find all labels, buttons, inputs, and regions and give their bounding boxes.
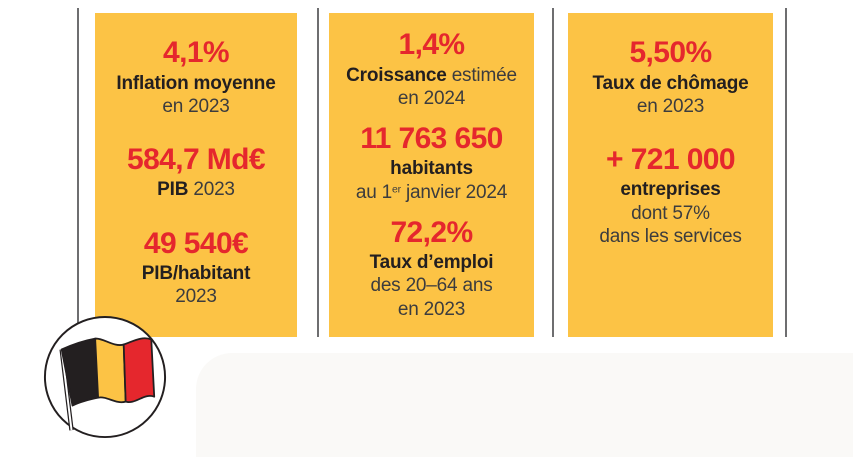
- stat-value: 11 763 650: [360, 121, 503, 155]
- flag-yellow-band: [94, 337, 127, 404]
- stat-label: Inflation moyenne: [116, 72, 276, 94]
- stat-taux-emploi: 72,2% Taux d’emploi des 20–64 ans en 202…: [370, 217, 494, 321]
- stat-value: 5,50%: [629, 36, 712, 69]
- stat-sub: 2023: [175, 286, 217, 308]
- stat-value: 4,1%: [163, 36, 230, 69]
- stat-pib: 584,7 Md€ PIB 2023: [126, 142, 266, 202]
- flagpole-highlight: [60, 349, 73, 431]
- flag-red-band: [122, 337, 156, 403]
- stat-entreprises: + 721 000 entreprises dont 57% dans les …: [599, 142, 742, 248]
- stat-label: habitants: [390, 158, 473, 180]
- stat-sub: en 2023: [397, 298, 466, 320]
- belgium-flag-icon: [43, 315, 167, 439]
- card-croissance-habitants-emploi: 1,4% Croissance estimée en 2024 11 763 6…: [329, 13, 534, 337]
- card-inflation-pib: 4,1% Inflation moyenne en 2023 584,7 Md€…: [95, 13, 297, 337]
- stat-sub: au 1er janvier 2024: [355, 181, 508, 203]
- stat-label: entreprises: [620, 179, 721, 201]
- stat-label: Croissance estimée: [346, 64, 517, 86]
- stat-taux-chomage: 5,50% Taux de chômage en 2023: [592, 37, 748, 118]
- stat-sub: dans les services: [599, 225, 742, 247]
- stat-habitants: 11 763 650 habitants au 1er janvier 2024: [356, 123, 507, 204]
- stat-value: 49 540€: [143, 226, 249, 260]
- stat-value: 1,4%: [398, 28, 466, 61]
- stat-label: PIB/habitant: [141, 263, 251, 285]
- stat-value: 584,7 Md€: [126, 142, 266, 176]
- stat-value: + 721 000: [606, 142, 736, 176]
- stat-croissance: 1,4% Croissance estimée en 2024: [346, 29, 517, 110]
- stat-pib-habitant: 49 540€ PIB/habitant 2023: [141, 226, 251, 309]
- divider-line-3: [552, 8, 554, 337]
- stat-label: Taux d’emploi: [369, 252, 494, 274]
- stat-label: Taux de chômage: [592, 72, 749, 94]
- superscript-er: er: [392, 183, 401, 195]
- divider-line-4: [785, 8, 787, 337]
- stat-sub: en 2023: [162, 95, 230, 117]
- divider-line-2: [317, 8, 319, 337]
- stat-sub: dont 57%: [631, 202, 710, 224]
- stat-sub: des 20–64 ans: [370, 275, 493, 297]
- card-chomage-entreprises: 5,50% Taux de chômage en 2023 + 721 000 …: [568, 13, 773, 337]
- stat-inflation: 4,1% Inflation moyenne en 2023: [116, 37, 275, 118]
- stat-sub: en 2024: [397, 87, 466, 109]
- stat-sub: en 2023: [636, 95, 705, 117]
- background-shape: [196, 353, 853, 457]
- divider-line-1: [77, 8, 79, 337]
- stat-value: 72,2%: [390, 215, 473, 249]
- stat-label: PIB 2023: [157, 179, 235, 201]
